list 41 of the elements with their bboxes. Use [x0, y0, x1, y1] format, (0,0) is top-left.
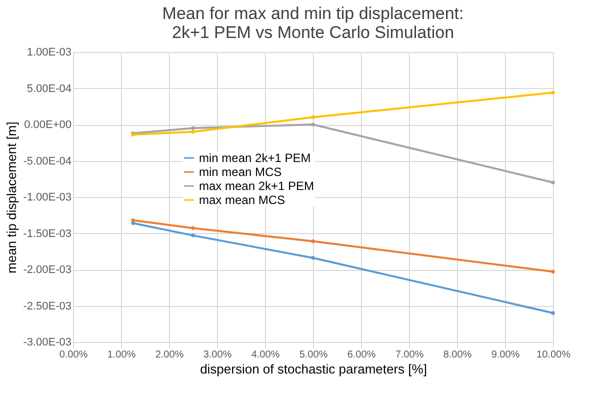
- x-tick-label: 1.00%: [107, 350, 136, 360]
- point: [551, 180, 555, 184]
- point: [191, 226, 195, 230]
- y-tick-label: -5.00E-04: [23, 155, 72, 168]
- y-tick-label: 5.00E-04: [26, 82, 72, 95]
- y-tick-label: -2.50E-03: [23, 300, 72, 312]
- text: Mean for max and min tip displacement:: [162, 4, 464, 23]
- x-tick-label: 4.00%: [251, 350, 280, 360]
- y-tick-label: -1.00E-03: [23, 192, 72, 204]
- x-tick-label: 0.00%: [59, 350, 88, 360]
- point: [551, 90, 555, 94]
- legend-label: min mean MCS: [199, 165, 282, 179]
- y-tick-label: -1.50E-03: [23, 228, 72, 240]
- y-tick-label: -3.00E-03: [23, 336, 72, 348]
- x-tick-label: 6.00%: [347, 350, 376, 360]
- legend-label: max mean 2k+1 PEM: [199, 179, 314, 193]
- x-tick-label: 3.00%: [203, 350, 232, 360]
- y-tick-label: 1.00E-03: [26, 46, 72, 58]
- point: [311, 256, 315, 260]
- y-axis-title: mean tip displacement [m]: [4, 122, 20, 274]
- point: [311, 122, 315, 126]
- text: 2k+1 PEM vs Monte Carlo Simulation: [172, 23, 454, 42]
- point: [551, 270, 555, 274]
- x-tick-label: 7.00%: [395, 350, 424, 360]
- legend-label: min mean 2k+1 PEM: [199, 151, 311, 165]
- y-tick-label: 0.00E+00: [24, 119, 72, 131]
- x-tick-label: 5.00%: [299, 350, 328, 360]
- y-tick-label: -2.00E-03: [23, 264, 72, 276]
- point: [191, 126, 195, 130]
- point: [191, 130, 195, 134]
- point: [191, 234, 195, 238]
- x-tick-label: 10.00%: [536, 350, 571, 360]
- point: [131, 218, 135, 222]
- legend-label: max mean MCS: [199, 193, 286, 207]
- point: [311, 115, 315, 120]
- x-tick-label: 2.00%: [155, 350, 184, 360]
- point: [311, 239, 315, 244]
- x-axis-title: dispersion of stochastic parameters [%]: [200, 362, 427, 376]
- point: [551, 311, 555, 315]
- x-tick-label: 9.00%: [491, 350, 520, 360]
- x-tick-label: 8.00%: [443, 350, 472, 360]
